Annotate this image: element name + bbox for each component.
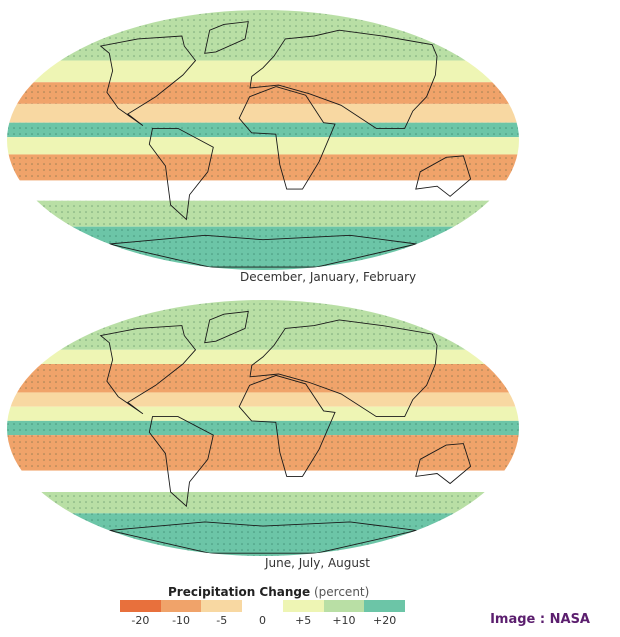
significance-stipple: [7, 300, 519, 350]
map-panel-jja: June, July, August: [0, 290, 620, 575]
legend-tick-label: +5: [295, 614, 312, 627]
significance-stipple: [7, 10, 519, 61]
coastline-south-america: [148, 127, 214, 221]
legend-swatch: [201, 600, 243, 612]
coastline-europe-asia: [249, 29, 438, 129]
legend-swatch: [242, 600, 283, 612]
precip-band: [7, 406, 519, 421]
season-label: December, January, February: [240, 270, 417, 284]
legend-ticks: -20 -10 -5 0 +5 +10 +20: [120, 614, 405, 628]
precip-band: [7, 60, 519, 83]
precip-bands: [7, 10, 519, 270]
significance-stipple: [7, 226, 519, 270]
coastline-australia: [415, 443, 472, 485]
legend-color-bar: [120, 600, 406, 612]
coastline-greenland: [204, 21, 249, 54]
legend-tick-label: +10: [332, 614, 356, 627]
significance-stipple: [7, 200, 519, 227]
legend-tick-label: 0: [259, 614, 266, 627]
significance-stipple: [7, 154, 519, 181]
legend-tick-label: -5: [216, 614, 228, 627]
world-map-jja: [7, 300, 519, 556]
coastline-north-america: [99, 35, 197, 126]
legend-swatch: [282, 600, 324, 612]
legend-tick-label: +20: [373, 614, 397, 627]
coastline-europe-asia: [249, 319, 438, 418]
legend-tick-label: -20: [131, 614, 150, 627]
significance-stipple: [7, 513, 519, 556]
legend-title: Precipitation Change (percent): [168, 585, 369, 599]
coastline-africa: [238, 374, 336, 477]
legend-swatch: [120, 600, 161, 612]
precip-bands: [7, 300, 519, 556]
significance-stipple: [7, 492, 519, 514]
coastline-antarctica: [109, 521, 417, 554]
precip-band: [7, 470, 519, 492]
coastlines: [99, 310, 472, 554]
significance-stipple: [7, 364, 519, 393]
coastlines: [99, 21, 472, 268]
coastline-north-america: [99, 325, 197, 415]
precip-band: [7, 103, 519, 123]
significance-stipple: [7, 82, 519, 104]
precip-band: [7, 180, 519, 201]
significance-stipple: [7, 435, 519, 471]
coastline-greenland: [204, 310, 249, 344]
precip-band: [7, 137, 519, 155]
color-legend: Precipitation Change (percent) -20 -10 -5 0…: [110, 580, 410, 630]
season-label: June, July, August: [265, 556, 370, 570]
significance-stipple: [7, 122, 519, 138]
world-map-djf: [7, 10, 519, 270]
coastline-antarctica: [109, 234, 417, 268]
legend-tick-label: -10: [172, 614, 191, 627]
legend-swatch: [160, 600, 202, 612]
legend-swatch: [364, 600, 406, 612]
map-panel-djf: December, January, February: [0, 0, 620, 290]
coastline-south-america: [148, 416, 214, 508]
image-credit: Image : NASA: [490, 612, 590, 627]
legend-title-text: Precipitation Change: [168, 585, 311, 599]
precip-band: [7, 392, 519, 407]
coastline-africa: [238, 86, 336, 190]
significance-stipple: [7, 420, 519, 436]
coastline-australia: [415, 155, 472, 197]
legend-swatch: [323, 600, 365, 612]
legend-unit: (percent): [313, 585, 370, 599]
